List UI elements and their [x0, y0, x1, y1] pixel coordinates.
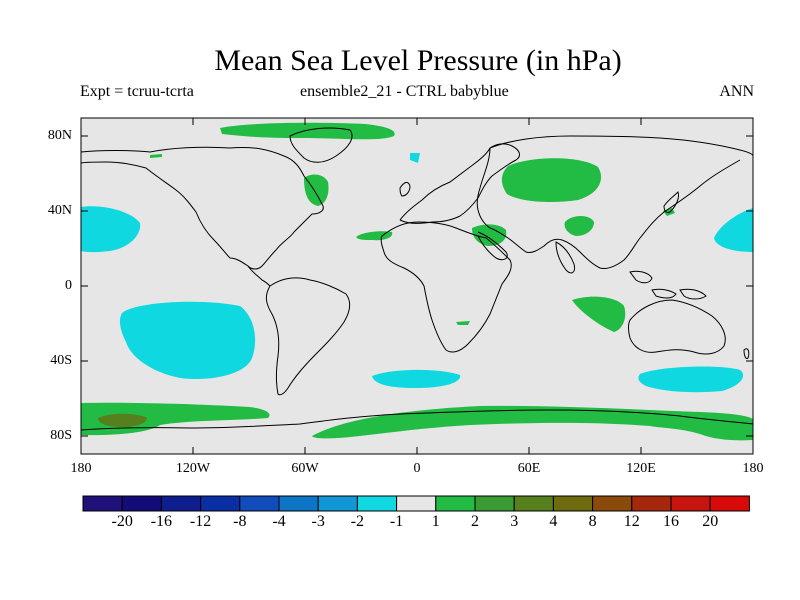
colorbar-swatch — [82, 495, 123, 512]
lat-label-80s: 80S — [50, 428, 72, 443]
colorbar-swatch — [121, 495, 162, 512]
lat-label-equator: 0 — [65, 278, 72, 293]
colorbar-swatch — [474, 495, 515, 512]
colorbar-label: 16 — [663, 513, 679, 530]
colorbar-swatch — [239, 495, 280, 512]
lon-label-0: 0 — [413, 461, 421, 476]
colorbar-swatch — [709, 495, 750, 512]
colorbar-label: -20 — [111, 513, 133, 530]
strong-positive-regions — [98, 413, 147, 427]
colorbar-label: 4 — [549, 513, 558, 530]
colorbar-swatch — [552, 495, 594, 512]
colorbar-swatch — [356, 495, 398, 512]
colorbar-swatch — [200, 495, 241, 512]
lat-ticks — [81, 135, 753, 437]
colorbar-label: 8 — [588, 513, 597, 530]
coastlines — [80, 127, 754, 431]
colorbar-swatch — [513, 495, 554, 512]
lat-label-40n: 40N — [47, 203, 72, 218]
season-label: ANN — [719, 83, 754, 100]
colorbar-label: -4 — [272, 513, 286, 530]
colorbar-swatch — [435, 495, 476, 512]
map-title: Mean Sea Level Pressure (in hPa) — [214, 44, 622, 77]
colorbar-swatch — [160, 495, 202, 512]
map-background — [81, 118, 753, 454]
colorbar-label: 3 — [510, 513, 519, 530]
colorbar-label: -3 — [311, 513, 325, 530]
colorbar-swatch — [317, 495, 358, 512]
colorbar-swatch — [592, 495, 633, 512]
colorbar-label: 2 — [471, 513, 479, 530]
colorbar-label: -1 — [389, 513, 404, 530]
colorbar-label: -8 — [233, 513, 247, 530]
colorbar-swatch — [631, 495, 672, 512]
colorbar-label: -2 — [350, 513, 365, 530]
colorbar-swatch — [278, 495, 319, 512]
lon-label-60e: 60E — [517, 461, 541, 476]
lat-label-40s: 40S — [50, 353, 72, 368]
lon-ticks — [192, 118, 642, 454]
colorbar-swatch — [396, 495, 437, 512]
lon-label-120w: 120W — [175, 461, 211, 476]
lon-label-180w: 180 — [70, 461, 92, 476]
lon-label-180e: 180 — [742, 461, 764, 476]
experiment-label: Expt = tcruu-tcrta — [80, 83, 194, 100]
colorbar-label: 1 — [431, 513, 440, 530]
colorbar-label: 20 — [702, 513, 719, 530]
colorbar-swatch — [670, 495, 711, 512]
colorbar-label: -16 — [150, 513, 173, 530]
lat-label-80n: 80N — [47, 128, 72, 143]
ensemble-label: ensemble2_21 - CTRL babyblue — [300, 83, 509, 100]
lon-label-60w: 60W — [291, 461, 319, 476]
colorbar — [82, 495, 750, 512]
colorbar-label: -12 — [189, 513, 212, 530]
negative-anomaly-regions — [81, 153, 753, 393]
colorbar-label: 12 — [623, 513, 640, 530]
lon-label-120e: 120E — [626, 461, 656, 476]
